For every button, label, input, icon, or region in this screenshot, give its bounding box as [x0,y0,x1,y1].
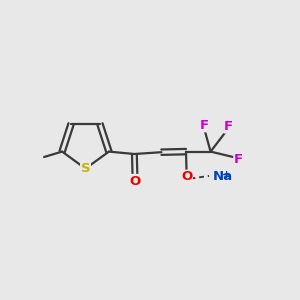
Text: +: + [222,170,232,180]
Text: F: F [234,153,243,166]
Text: F: F [200,119,209,132]
Text: O: O [129,175,141,188]
Text: F: F [224,120,233,133]
Text: S: S [81,162,90,175]
Text: Na: Na [213,170,233,183]
Text: O: O [181,170,192,183]
